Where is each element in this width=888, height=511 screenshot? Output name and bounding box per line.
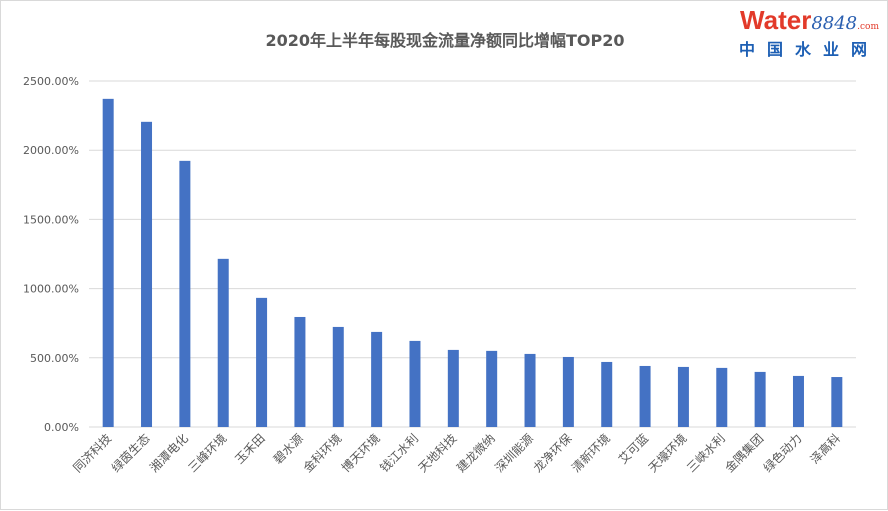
x-tick-label: 玉禾田	[232, 431, 267, 466]
bar	[409, 340, 421, 427]
bar	[792, 375, 804, 427]
x-tick-label: 绿色动力	[760, 431, 805, 476]
x-tick-label: 天壕环境	[645, 431, 690, 476]
bar	[639, 365, 651, 427]
y-tick-label: 1000.00%	[23, 283, 79, 296]
bar	[332, 326, 344, 427]
bar	[524, 353, 536, 427]
watermark-number: 8848	[811, 13, 858, 34]
bar	[371, 331, 383, 427]
y-tick-label: 1500.00%	[23, 213, 79, 226]
x-tick-label: 湘潭电化	[146, 431, 191, 476]
bar	[831, 377, 843, 427]
y-tick-label: 2500.00%	[23, 75, 79, 88]
bar	[102, 98, 114, 427]
x-tick-label: 博天环境	[338, 431, 383, 476]
bar	[179, 160, 191, 427]
x-tick-label: 天地科技	[416, 431, 460, 475]
x-tick-label: 钱江水利	[377, 431, 422, 476]
watermark-suffix: .com	[857, 22, 879, 32]
x-tick-label: 泽高科	[807, 431, 843, 467]
bar	[562, 356, 574, 427]
x-tick-label: 龙净环保	[531, 431, 575, 475]
x-tick-label: 绿茵生态	[108, 431, 153, 476]
x-tick-label: 三峰环境	[185, 431, 230, 476]
watermark-brand: Water	[740, 5, 812, 35]
watermark-logo: Water8848.com 中国水业网	[739, 5, 879, 60]
bar	[486, 350, 498, 427]
bar	[256, 297, 268, 427]
x-tick-label: 艾可蓝	[616, 431, 651, 466]
bar	[447, 349, 459, 427]
chart-title: 2020年上半年每股现金流量净额同比增幅TOP20	[265, 31, 624, 50]
bar	[217, 258, 229, 427]
x-tick-label: 建龙微纳	[454, 431, 498, 475]
bar	[294, 316, 306, 427]
x-tick-label: 深圳能源	[492, 431, 536, 475]
bar	[754, 371, 766, 427]
x-tick-label: 碧水源	[271, 431, 306, 466]
x-tick-label: 同济科技	[70, 431, 115, 476]
y-tick-label: 500.00%	[30, 352, 79, 365]
bar	[716, 367, 728, 427]
bar	[677, 366, 689, 427]
x-tick-label: 三峡水利	[684, 431, 728, 475]
bar	[141, 121, 153, 427]
x-tick-label: 金隅集团	[722, 431, 767, 476]
x-tick-label: 金科环境	[300, 431, 345, 476]
bar	[601, 361, 613, 427]
y-tick-label: 2000.00%	[23, 144, 79, 157]
y-tick-label: 0.00%	[44, 421, 79, 434]
watermark-cn: 中国水业网	[738, 40, 879, 59]
x-tick-label: 清新环境	[568, 431, 613, 476]
